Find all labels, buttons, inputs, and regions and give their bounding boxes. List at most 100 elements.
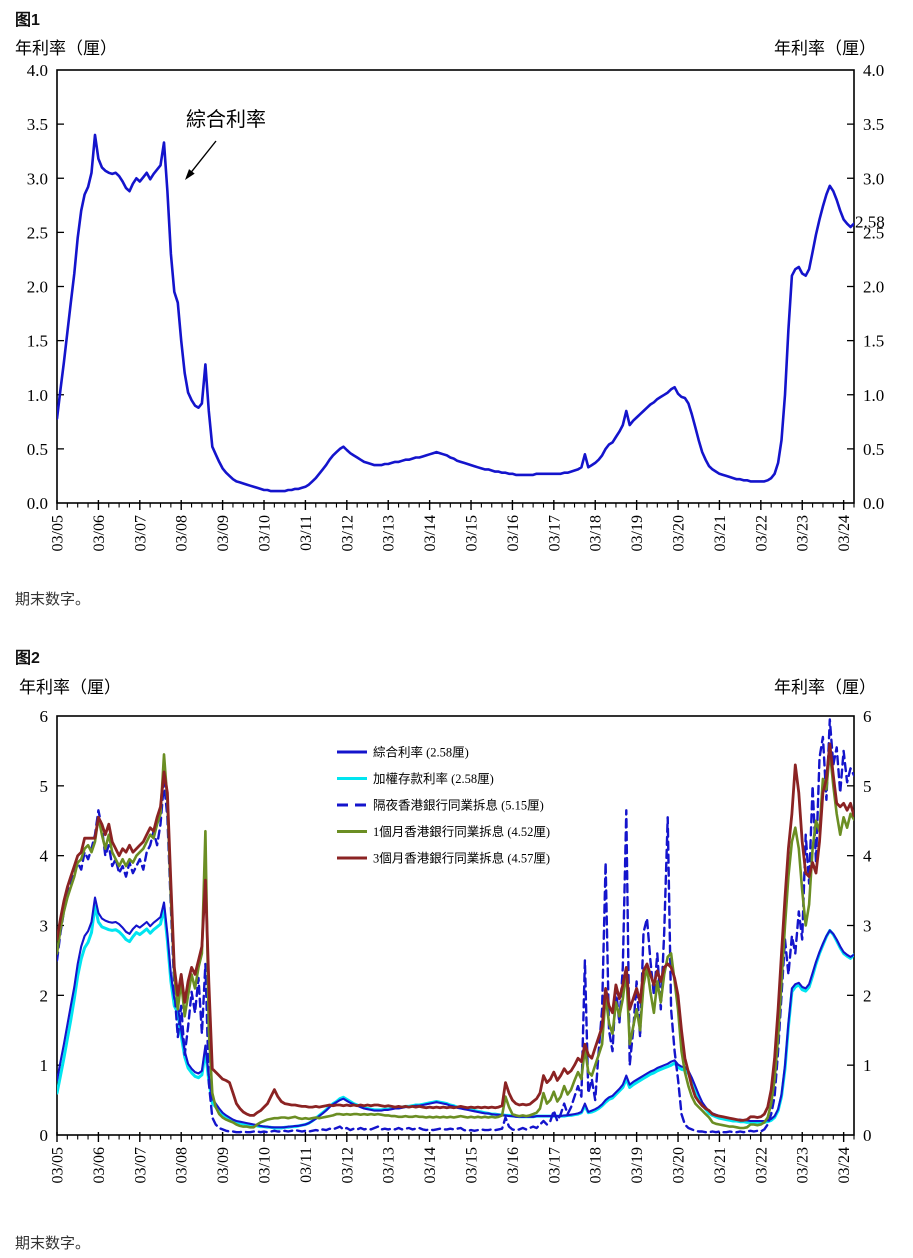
legend-item-weighted-deposit-rate: 加權存款利率 (2.58厘) <box>337 771 494 786</box>
x-tick-label: 03/21 <box>712 1147 729 1183</box>
x-tick-label: 03/10 <box>257 515 274 551</box>
x-tick-label: 03/20 <box>671 1147 688 1183</box>
figure2-ylabel-right: 年利率（厘） <box>774 678 876 697</box>
y-tick-label-right: 1 <box>863 1056 872 1075</box>
x-tick-label: 03/06 <box>91 1147 108 1183</box>
x-tick-label: 03/15 <box>464 1147 481 1183</box>
series-composite-rate <box>57 133 854 493</box>
x-tick-label: 03/07 <box>132 515 149 551</box>
x-axis-ticks <box>56 1132 855 1142</box>
x-tick-label: 03/24 <box>836 515 853 551</box>
y-tick-label-right: 0.0 <box>863 494 884 513</box>
x-tick-label: 03/13 <box>381 515 398 551</box>
x-tick-label: 03/14 <box>422 515 439 551</box>
annotation-label: 綜合利率 <box>186 108 266 131</box>
y-tick-label-right: 4.0 <box>863 61 884 80</box>
y-tick-label-left: 1.0 <box>27 386 48 405</box>
x-tick-label: 03/09 <box>215 515 232 551</box>
legend-item-hibor-1m: 1個月香港銀行同業拆息 (4.52厘) <box>337 824 550 839</box>
x-tick-label: 03/12 <box>339 1147 356 1183</box>
x-tick-label: 03/18 <box>588 515 605 551</box>
series-hibor-1m <box>57 749 854 1130</box>
y-tick-label-left: 4.0 <box>27 61 48 80</box>
y-tick-label-right: 2.0 <box>863 278 884 297</box>
legend-item-hibor-3m: 3個月香港銀行同業拆息 (4.57厘) <box>337 851 550 866</box>
figure2-footnote: 期末数字。 <box>15 1235 91 1252</box>
y-tick-label-left: 1.5 <box>27 332 48 351</box>
y-tick-label-right: 1.0 <box>863 386 884 405</box>
annotation-composite-rate: 綜合利率 <box>185 108 266 180</box>
legend-label: 3個月香港銀行同業拆息 (4.57厘) <box>373 851 550 866</box>
legend-label: 隔夜香港銀行同業拆息 (5.15厘) <box>373 798 544 813</box>
x-tick-label: 03/17 <box>546 515 563 551</box>
x-tick-label: 03/20 <box>671 515 688 551</box>
x-tick-label: 03/19 <box>629 515 646 551</box>
x-tick-labels: 03/05 03/06 03/07 03/08 03/09 03/10 03/11 03/12… <box>50 1147 854 1183</box>
y-tick-label-left: 1 <box>40 1056 49 1075</box>
y-tick-label-left: 6 <box>40 707 49 726</box>
x-tick-label: 03/11 <box>298 515 315 551</box>
x-tick-label: 03/11 <box>298 1147 315 1183</box>
x-tick-label: 03/17 <box>546 1147 563 1183</box>
x-tick-label: 03/22 <box>753 1147 770 1183</box>
x-tick-label: 03/08 <box>174 515 191 551</box>
legend-label: 加權存款利率 (2.58厘) <box>373 771 494 786</box>
y-tick-label-right: 3 <box>863 917 872 936</box>
x-tick-label: 03/05 <box>50 515 67 551</box>
y-tick-label-left: 3.5 <box>27 115 48 134</box>
series-hibor-3m <box>57 742 854 1122</box>
y-tick-label-right: 5 <box>863 777 872 796</box>
x-tick-label: 03/05 <box>50 1147 67 1183</box>
x-tick-label: 03/12 <box>339 515 356 551</box>
x-tick-label: 03/23 <box>795 1147 812 1183</box>
figure1-title: 图1 <box>15 12 40 29</box>
x-tick-label: 03/16 <box>505 1147 522 1183</box>
legend-item-overnight-hibor: 隔夜香港銀行同業拆息 (5.15厘) <box>337 798 544 813</box>
plot-border <box>56 69 855 504</box>
x-tick-label: 03/19 <box>629 1147 646 1183</box>
x-tick-label: 03/15 <box>464 515 481 551</box>
x-tick-label: 03/23 <box>795 515 812 551</box>
series-overnight-hibor <box>57 718 854 1134</box>
x-tick-label: 03/16 <box>505 515 522 551</box>
x-tick-label: 03/22 <box>753 515 770 551</box>
y-tick-label-right: 0.5 <box>863 440 884 459</box>
figure2-title: 图2 <box>15 650 40 667</box>
y-tick-label-left: 0 <box>40 1126 49 1145</box>
y-tick-label-right: 2.5 <box>863 223 884 242</box>
x-tick-label: 03/10 <box>257 1147 274 1183</box>
y-tick-label-right: 1.5 <box>863 332 884 351</box>
x-tick-label: 03/18 <box>588 1147 605 1183</box>
y-tick-label-left: 3.0 <box>27 169 48 188</box>
figure1-ylabel-right: 年利率（厘） <box>774 39 876 58</box>
x-tick-label: 03/13 <box>381 1147 398 1183</box>
y-tick-label-right: 0 <box>863 1126 872 1145</box>
x-tick-label: 03/09 <box>215 1147 232 1183</box>
y-axis-ticks: 4.0 4.0 3.5 3.5 3.0 3.0 2.5 2.5 2.0 2.0 1.5 1.5 1.0 1… <box>27 61 885 513</box>
figure1-chart: 4.0 4.0 3.5 3.5 3.0 3.0 2.5 2.5 2.0 2.0 1.5 1.5 1.0 1… <box>27 61 885 551</box>
figure1-footnote: 期末数字。 <box>15 591 91 608</box>
x-tick-label: 03/07 <box>132 1147 149 1183</box>
y-tick-label-right: 4 <box>863 847 872 866</box>
x-tick-label: 03/14 <box>422 1147 439 1183</box>
x-axis-ticks <box>56 500 855 510</box>
y-tick-label-right: 3.5 <box>863 115 884 134</box>
y-tick-label-right: 3.0 <box>863 169 884 188</box>
y-tick-label-left: 3 <box>40 917 49 936</box>
legend-item-composite-rate: 綜合利率 (2.58厘) <box>337 745 469 760</box>
x-tick-label: 03/08 <box>174 1147 191 1183</box>
annotation-arrowhead <box>185 169 195 180</box>
figure2-ylabel-left: 年利率（厘） <box>19 678 121 697</box>
y-tick-label-right: 2 <box>863 986 872 1005</box>
figure2-chart: 6 65 54 43 32 21 10 003/05 03/06 03/07 03/08 03/09 0… <box>40 707 873 1183</box>
x-tick-labels: 03/05 03/06 03/07 03/08 03/09 03/10 03/11 03/12… <box>50 515 854 551</box>
annotation-arrow-line <box>188 140 217 176</box>
x-tick-label: 03/24 <box>836 1147 853 1183</box>
y-tick-label-left: 5 <box>40 777 49 796</box>
figure1-ylabel-left: 年利率（厘） <box>15 39 117 58</box>
y-axis-ticks: 6 6 5 5 4 4 3 3 2 2 1 1 0 0 <box>40 707 873 1145</box>
end-value-label: 2.58 <box>855 213 885 232</box>
legend-label: 1個月香港銀行同業拆息 (4.52厘) <box>373 824 550 839</box>
y-tick-label-right: 6 <box>863 707 872 726</box>
